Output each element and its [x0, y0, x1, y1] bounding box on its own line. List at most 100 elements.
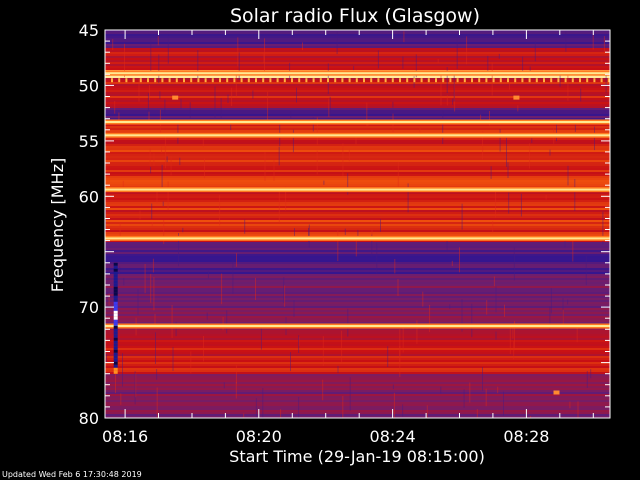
spectrogram-row: [105, 414, 610, 417]
spectrogram-row: [105, 336, 610, 339]
burst-stripe-segment: [113, 322, 118, 326]
spectrogram-row: [105, 352, 610, 355]
spectrogram-row: [105, 310, 610, 313]
noise-streak: [316, 150, 318, 175]
noise-streak: [380, 219, 381, 232]
spectrogram-row: [105, 340, 610, 343]
spectrogram-row: [105, 288, 610, 291]
burst-stripe-segment: [113, 283, 118, 287]
burst-stripe-segment: [113, 274, 118, 278]
spectrogram-row: [105, 406, 610, 409]
spectrogram-row: [105, 58, 610, 61]
spectrogram-row: [105, 360, 610, 363]
spectrogram-row: [105, 228, 610, 231]
burst-stripe-segment: [113, 292, 118, 296]
spectrogram-row: [105, 276, 610, 279]
emission-line: [105, 237, 610, 240]
spectrogram-row: [105, 32, 610, 35]
noise-streak: [153, 153, 155, 167]
noise-streak: [482, 367, 483, 391]
noise-streak: [490, 166, 492, 179]
plot-area: [105, 30, 610, 419]
spectrogram-row: [105, 304, 610, 307]
spectrogram-row: [105, 314, 610, 317]
spectrogram-row: [105, 82, 610, 85]
spectrogram-row: [105, 370, 610, 373]
noise-streak: [106, 353, 107, 363]
spectrogram-row: [105, 66, 610, 69]
spectrogram-row: [105, 322, 610, 325]
noise-streak: [550, 288, 552, 314]
spectrogram-row: [105, 250, 610, 253]
noise-streak: [446, 67, 448, 93]
noise-streak: [203, 336, 204, 362]
noise-streak: [446, 95, 448, 106]
periodic-dot: [564, 78, 567, 83]
periodic-dot: [334, 78, 337, 83]
spectrogram-row: [105, 212, 610, 215]
noise-streak: [486, 300, 488, 315]
noise-streak: [348, 149, 350, 162]
periodic-dot: [211, 78, 214, 83]
burst-stripe-segment: [113, 325, 118, 329]
periodic-dot: [219, 78, 221, 83]
burst-stripe-segment: [113, 358, 118, 362]
spectrogram-row: [105, 306, 610, 309]
periodic-dot: [247, 78, 250, 83]
spectrogram-row: [105, 362, 610, 365]
periodic-dot: [456, 78, 459, 83]
spectrogram-row: [105, 196, 610, 199]
periodic-dot: [312, 78, 315, 83]
spectrogram-row: [105, 252, 610, 255]
noise-streak: [442, 110, 444, 144]
noise-streak: [399, 345, 401, 378]
periodic-dot: [600, 78, 603, 83]
periodic-dot: [255, 78, 257, 83]
periodic-dot: [355, 78, 358, 83]
noise-streak: [235, 72, 237, 98]
noise-streak: [170, 156, 172, 176]
hot-spot: [513, 95, 520, 100]
spectrogram-row: [105, 214, 610, 217]
noise-streak: [123, 277, 125, 286]
noise-streak: [157, 36, 159, 46]
periodic-dot: [478, 78, 481, 83]
noise-streak: [167, 35, 169, 64]
noise-streak: [531, 138, 533, 143]
noise-streak: [497, 386, 499, 394]
noise-streak: [461, 299, 463, 332]
noise-streak: [529, 143, 531, 169]
noise-streak: [244, 219, 246, 234]
spectrogram-row: [105, 164, 610, 167]
periodic-dot: [435, 78, 437, 83]
noise-streak: [357, 229, 359, 238]
periodic-dot: [514, 78, 517, 83]
burst-stripe-segment: [113, 355, 118, 359]
spectrogram-row: [105, 412, 610, 415]
emission-line: [105, 72, 610, 75]
noise-streak: [278, 191, 280, 223]
spectrogram-row: [105, 30, 610, 33]
noise-streak: [397, 279, 399, 296]
noise-streak: [565, 30, 567, 52]
spectrogram-row: [105, 46, 610, 49]
hot-spot: [172, 95, 179, 100]
burst-stripe-segment: [113, 262, 118, 266]
noise-streak: [322, 336, 324, 366]
spectrogram-row: [105, 372, 610, 375]
noise-streak: [144, 264, 146, 294]
periodic-dot: [132, 78, 135, 83]
noise-streak: [221, 273, 223, 305]
noise-streak: [278, 146, 280, 166]
noise-streak: [402, 404, 404, 417]
spectrogram-row: [105, 184, 610, 187]
noise-streak: [220, 98, 222, 123]
periodic-dot: [197, 78, 200, 83]
noise-streak: [461, 203, 463, 230]
noise-streak: [342, 395, 344, 418]
spectrogram-row: [105, 222, 610, 225]
noise-streak: [227, 94, 229, 103]
noise-streak: [469, 382, 471, 403]
noise-streak: [416, 320, 418, 344]
periodic-dot: [413, 78, 416, 83]
